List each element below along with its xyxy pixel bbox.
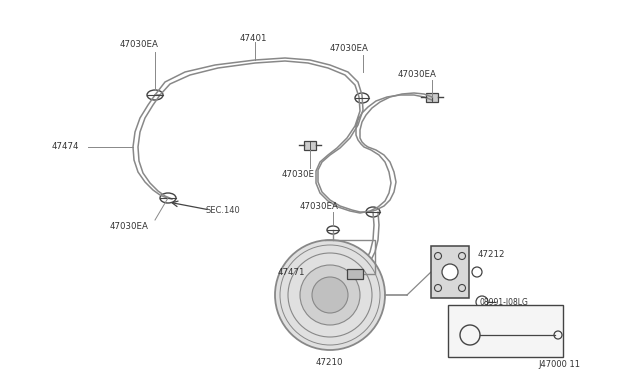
Text: SEC.140: SEC.140 (206, 206, 241, 215)
Text: (4): (4) (500, 306, 511, 315)
Bar (426, 93, 438, 102)
Bar (347, 269, 363, 279)
Text: 47210: 47210 (316, 358, 344, 367)
Text: 47474: 47474 (52, 142, 79, 151)
Text: 47030EA: 47030EA (330, 44, 369, 53)
Circle shape (300, 265, 360, 325)
Text: 47030E: 47030E (282, 170, 315, 179)
Text: ACC: ACC (452, 309, 469, 318)
Text: 47401: 47401 (240, 34, 268, 43)
Text: 47030EA: 47030EA (398, 70, 437, 79)
Circle shape (442, 264, 458, 280)
Circle shape (312, 277, 348, 313)
Bar (304, 141, 316, 150)
Bar (431, 246, 469, 298)
Text: 47030EA: 47030EA (120, 40, 159, 49)
Text: 47212: 47212 (478, 250, 506, 259)
Text: 47030EA: 47030EA (110, 222, 149, 231)
Text: 47030EA: 47030EA (300, 202, 339, 211)
Text: J47000 11: J47000 11 (538, 360, 580, 369)
Text: 47020W: 47020W (486, 331, 522, 340)
Bar (448, 305, 563, 357)
Text: 47471: 47471 (278, 268, 305, 277)
Text: 08991-I08LG: 08991-I08LG (480, 298, 529, 307)
Circle shape (275, 240, 385, 350)
